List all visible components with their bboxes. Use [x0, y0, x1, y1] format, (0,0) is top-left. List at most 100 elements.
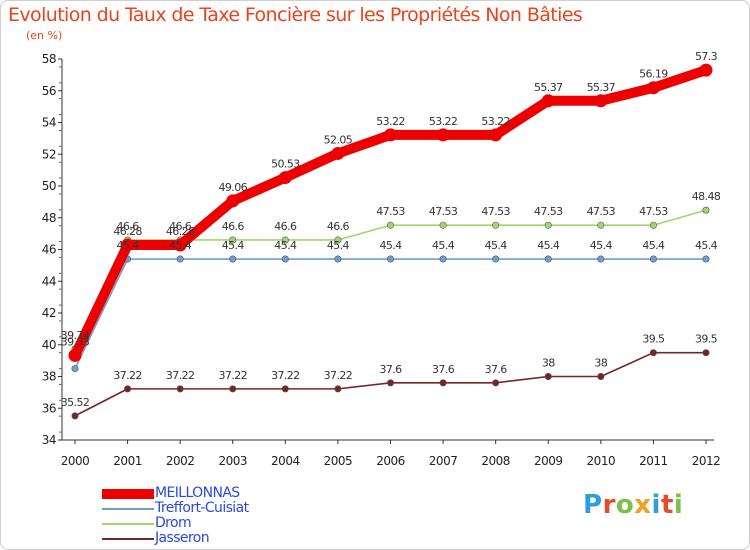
- data-point: [229, 255, 237, 263]
- axes: 34 36 38 40 42 44 46 48 50 52 54 56 58 2000 2001 2002 20…: [42, 52, 721, 468]
- data-label: 37.22: [271, 369, 300, 382]
- data-point: [541, 94, 555, 108]
- data-point: [176, 385, 184, 393]
- data-label: 45.4: [537, 239, 560, 252]
- data-point: [597, 221, 605, 229]
- legend-label: Jasseron: [155, 530, 210, 546]
- data-point: [702, 349, 710, 357]
- data-label: 45.4: [590, 239, 613, 252]
- data-point: [439, 221, 447, 229]
- data-label: 45.4: [222, 239, 245, 252]
- data-label: 45.4: [379, 239, 402, 252]
- y-tick-label: 44: [42, 274, 56, 288]
- data-label: 37.22: [166, 369, 195, 382]
- data-label: 53.22: [429, 115, 458, 128]
- logo-letter: o: [615, 490, 635, 520]
- data-label: 38: [594, 357, 607, 370]
- data-point: [597, 255, 605, 263]
- data-point: [492, 221, 500, 229]
- data-label: 46.6: [169, 220, 192, 233]
- x-tick-label: 2004: [271, 454, 300, 468]
- data-label: 46.28: [166, 225, 195, 238]
- data-label: 50.53: [271, 158, 300, 171]
- data-label: 45.4: [642, 239, 665, 252]
- x-tick-label: 2012: [692, 454, 721, 468]
- data-point: [334, 255, 342, 263]
- data-label: 47.53: [376, 205, 405, 218]
- data-point: [334, 236, 342, 244]
- data-labels: 39.33 46.28 46.28 49.06 50.53 52.05 53.22 53.22…: [61, 50, 722, 409]
- data-label: 38: [542, 357, 555, 370]
- data-point: [386, 221, 394, 229]
- logo-letter: t: [660, 490, 674, 520]
- data-point: [594, 94, 608, 108]
- data-label: 53.22: [376, 115, 405, 128]
- data-point: [489, 128, 503, 142]
- y-tick-label: 34: [42, 433, 56, 447]
- data-point: [492, 379, 500, 387]
- data-label: 53.22: [481, 115, 510, 128]
- data-label: 52.05: [324, 133, 353, 146]
- data-label: 49.06: [219, 181, 248, 194]
- data-label: 47.53: [481, 205, 510, 218]
- y-tick-label: 50: [42, 179, 56, 193]
- data-label: 45.4: [327, 239, 350, 252]
- data-label: 55.37: [587, 81, 616, 94]
- data-label: 48.48: [692, 190, 721, 203]
- data-point: [492, 255, 500, 263]
- logo-letter: x: [634, 490, 652, 520]
- chart-title: Evolution du Taux de Taxe Foncière sur l…: [8, 4, 583, 26]
- data-point: [124, 385, 132, 393]
- data-point: [544, 221, 552, 229]
- data-point: [384, 128, 397, 142]
- data-point: [71, 412, 79, 420]
- data-point: [646, 81, 660, 95]
- y-tick-label: 42: [42, 306, 56, 320]
- data-point: [226, 194, 240, 208]
- data-point: [278, 171, 292, 185]
- unit-label: (en %): [26, 29, 63, 42]
- data-label: 46.6: [222, 220, 245, 233]
- data-label: 37.6: [379, 363, 402, 376]
- x-tick-label: 2005: [324, 454, 353, 468]
- data-point: [597, 372, 605, 380]
- data-label: 37.22: [113, 369, 142, 382]
- y-tick-label: 58: [42, 52, 56, 66]
- data-label: 46.6: [274, 220, 297, 233]
- logo-letter: i: [673, 490, 684, 520]
- x-tick-label: 2002: [166, 454, 195, 468]
- legend-swatch: [102, 523, 154, 525]
- data-point: [334, 385, 342, 393]
- y-tick-label: 54: [42, 116, 56, 130]
- x-tick-label: 2008: [481, 454, 510, 468]
- y-tick-label: 56: [42, 84, 56, 98]
- data-label: 37.6: [432, 363, 455, 376]
- data-point: [281, 255, 289, 263]
- data-label: 39.74: [61, 329, 90, 342]
- x-tick-label: 2011: [639, 454, 668, 468]
- x-tick-label: 2010: [587, 454, 616, 468]
- data-label: 45.4: [169, 239, 192, 252]
- y-tick-label: 48: [42, 211, 56, 225]
- x-tick-label: 2007: [429, 454, 458, 468]
- data-point: [439, 255, 447, 263]
- data-label: 37.6: [485, 363, 508, 376]
- data-label: 37.22: [324, 369, 353, 382]
- x-tick-label: 2000: [61, 454, 90, 468]
- x-tick-label: 2001: [113, 454, 142, 468]
- y-tick-label: 52: [42, 147, 56, 161]
- data-label: 35.52: [61, 396, 90, 409]
- data-label: 45.4: [274, 239, 297, 252]
- data-label: 57.3: [695, 50, 718, 63]
- data-label: 47.53: [429, 205, 458, 218]
- series-lines: [68, 63, 713, 420]
- data-label: 45.4: [695, 239, 718, 252]
- data-point: [649, 255, 657, 263]
- data-point: [436, 128, 450, 142]
- data-point: [699, 63, 713, 77]
- data-point: [702, 255, 710, 263]
- data-label: 45.4: [117, 239, 140, 252]
- data-point: [702, 206, 710, 214]
- data-label: 46.28: [113, 225, 142, 238]
